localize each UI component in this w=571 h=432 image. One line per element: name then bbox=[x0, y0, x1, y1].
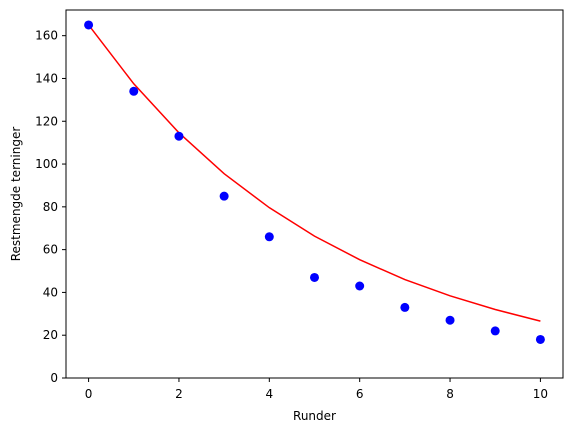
data-point bbox=[129, 86, 139, 96]
data-point bbox=[310, 272, 319, 282]
x-tick-label: 4 bbox=[265, 387, 273, 401]
y-tick-label: 140 bbox=[35, 71, 58, 85]
data-point bbox=[535, 334, 545, 344]
y-tick-label: 20 bbox=[43, 328, 58, 342]
data-point bbox=[174, 131, 184, 141]
series-line bbox=[87, 24, 541, 322]
x-tick-label: 10 bbox=[533, 387, 548, 401]
chart-marks bbox=[84, 20, 545, 344]
y-tick-label: 100 bbox=[35, 157, 58, 171]
y-axis-label: Restmengde terninger bbox=[9, 127, 23, 262]
data-point bbox=[445, 315, 455, 325]
plot-frame bbox=[65, 9, 564, 379]
y-tick-label: 120 bbox=[35, 114, 58, 128]
y-tick-label: 40 bbox=[43, 285, 58, 299]
plot-area bbox=[66, 10, 563, 378]
y-axis: 0 20 40 60 80 100 120 140 160 bbox=[35, 29, 66, 385]
x-tick-label: 6 bbox=[356, 387, 364, 401]
x-tick-label: 2 bbox=[175, 387, 183, 401]
data-point bbox=[400, 302, 410, 312]
x-tick-label: 8 bbox=[446, 387, 454, 401]
y-tick-label: 160 bbox=[35, 29, 58, 43]
y-tick-label: 80 bbox=[43, 200, 58, 214]
data-point bbox=[490, 326, 500, 336]
data-point bbox=[84, 20, 94, 30]
y-tick-label: 60 bbox=[43, 243, 58, 257]
x-axis-label: Runder bbox=[293, 409, 336, 423]
data-point bbox=[219, 191, 229, 201]
data-point bbox=[264, 232, 274, 242]
x-axis: 0 2 4 6 8 10 bbox=[85, 378, 548, 401]
x-tick-label: 0 bbox=[85, 387, 93, 401]
y-tick-label: 0 bbox=[50, 371, 58, 385]
data-point bbox=[355, 281, 365, 291]
